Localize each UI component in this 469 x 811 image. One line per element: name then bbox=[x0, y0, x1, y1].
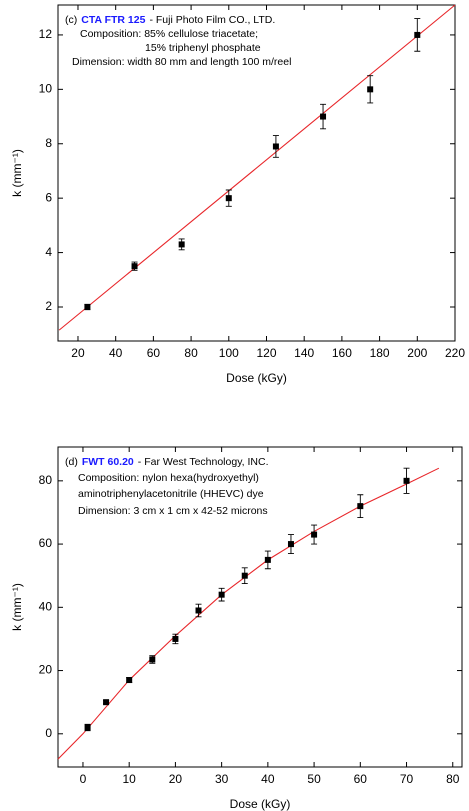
y-axis-label: k (mm⁻¹) bbox=[10, 149, 24, 197]
data-point bbox=[272, 143, 279, 150]
data-point bbox=[241, 572, 248, 579]
x-tick-label: 20 bbox=[71, 346, 85, 360]
data-point bbox=[311, 531, 318, 538]
x-tick-label: 80 bbox=[184, 346, 198, 360]
data-point bbox=[264, 556, 271, 563]
data-point bbox=[367, 86, 374, 93]
x-tick-label: 0 bbox=[80, 772, 87, 786]
data-point bbox=[225, 195, 232, 202]
annotation-line: Composition: 85% cellulose triacetate; bbox=[80, 28, 258, 40]
annotation-line: aminotriphenylacetonitrile (HHEVC) dye bbox=[78, 488, 264, 500]
data-point bbox=[149, 656, 156, 663]
annotation-line: Dimension: 3 cm x 1 cm x 42-52 microns bbox=[78, 505, 268, 517]
data-point bbox=[195, 607, 202, 614]
annotation-prefix: (d) bbox=[65, 456, 78, 468]
y-tick-label: 40 bbox=[39, 599, 53, 613]
x-tick-label: 70 bbox=[400, 772, 414, 786]
x-axis-label: Dose (kGy) bbox=[226, 371, 287, 385]
x-tick-label: 20 bbox=[169, 772, 183, 786]
y-tick-label: 20 bbox=[39, 663, 53, 677]
annotation-prefix: (c) bbox=[65, 14, 77, 26]
y-tick-label: 2 bbox=[45, 299, 52, 313]
data-point bbox=[320, 113, 327, 120]
annotation-title: (c) CTA FTR 125 - Fuji Photo Film CO., LTD… bbox=[65, 14, 275, 26]
data-point bbox=[403, 477, 410, 484]
x-tick-label: 80 bbox=[446, 772, 460, 786]
data-point bbox=[178, 241, 185, 248]
x-tick-label: 120 bbox=[256, 346, 276, 360]
x-tick-label: 10 bbox=[123, 772, 137, 786]
x-tick-label: 60 bbox=[147, 346, 161, 360]
x-tick-label: 60 bbox=[354, 772, 368, 786]
x-tick-label: 140 bbox=[294, 346, 314, 360]
product-name: CTA FTR 125 bbox=[81, 14, 145, 26]
y-tick-label: 80 bbox=[39, 473, 53, 487]
x-tick-label: 220 bbox=[445, 346, 465, 360]
data-point bbox=[172, 635, 179, 642]
data-point bbox=[131, 263, 138, 270]
y-tick-label: 10 bbox=[39, 82, 53, 96]
data-point bbox=[84, 724, 91, 731]
product-name: FWT 60.20 bbox=[82, 456, 134, 468]
y-tick-label: 0 bbox=[45, 726, 52, 740]
annotation-title: (d) FWT 60.20 - Far West Technology, INC. bbox=[65, 456, 269, 468]
manufacturer: - Fuji Photo Film CO., LTD. bbox=[149, 14, 275, 26]
y-tick-label: 4 bbox=[45, 245, 52, 259]
data-point bbox=[126, 677, 133, 684]
data-point bbox=[103, 699, 110, 706]
x-tick-label: 200 bbox=[407, 346, 427, 360]
chart: 0 10 20 30 40 50 60 70 80 0 20 40 60 80 Dose (kGy) k (m… bbox=[10, 446, 463, 811]
x-tick-label: 40 bbox=[109, 346, 123, 360]
annotation-line: Composition: nylon hexa(hydroxyethyl) bbox=[78, 472, 259, 484]
x-tick-label: 100 bbox=[219, 346, 239, 360]
manufacturer: - Far West Technology, INC. bbox=[138, 456, 269, 468]
y-axis-label: k (mm⁻¹) bbox=[10, 583, 24, 631]
x-tick-label: 160 bbox=[332, 346, 352, 360]
x-tick-label: 180 bbox=[370, 346, 390, 360]
y-tick-label: 6 bbox=[45, 190, 52, 204]
x-tick-label: 50 bbox=[307, 772, 321, 786]
x-tick-label: 40 bbox=[261, 772, 275, 786]
data-point bbox=[84, 303, 91, 310]
y-tick-label: 12 bbox=[39, 27, 53, 41]
annotation-line: 15% triphenyl phosphate bbox=[145, 42, 261, 54]
x-tick-label: 30 bbox=[215, 772, 229, 786]
plot-frame bbox=[57, 4, 456, 342]
fit-line bbox=[58, 4, 456, 331]
chart: 20 40 60 80 100 120 140 160 180 200 220 2 4 6 8 10 12 Dos… bbox=[10, 4, 465, 385]
y-tick-label: 8 bbox=[45, 136, 52, 150]
data-point bbox=[287, 541, 294, 548]
data-point bbox=[218, 591, 225, 598]
y-tick-label: 60 bbox=[39, 536, 53, 550]
annotation-line: Dimension: width 80 mm and length 100 m/… bbox=[72, 56, 291, 68]
data-point bbox=[414, 31, 421, 38]
data-point bbox=[357, 503, 364, 510]
x-axis-label: Dose (kGy) bbox=[230, 797, 291, 811]
